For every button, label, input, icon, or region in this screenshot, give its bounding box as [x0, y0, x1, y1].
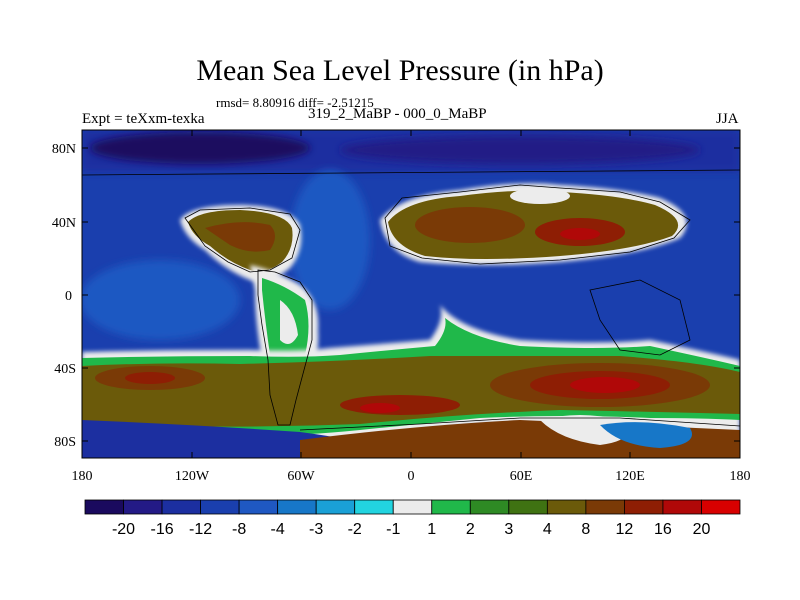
lon-tick-label: 180 — [72, 469, 93, 484]
lon-tick-label: 120W — [175, 469, 210, 484]
pressure-field — [82, 130, 740, 458]
colorbar-label: -4 — [271, 521, 285, 538]
north-west-high — [180, 205, 302, 282]
season-label: JJA — [716, 111, 739, 127]
colorbar-label: 8 — [581, 521, 590, 538]
colorbar-swatch — [546, 499, 587, 515]
stats-label: rmsd= 8.80916 diff= -2.51215 — [216, 95, 374, 110]
colorbar-swatch — [200, 499, 240, 515]
colorbar-swatch — [392, 499, 433, 515]
colorbar-swatch — [84, 499, 124, 515]
colorbar-label: 3 — [504, 521, 513, 538]
atlantic-band — [290, 170, 370, 310]
colorbar-label: 20 — [693, 521, 711, 538]
lat-tick-label: 40S — [54, 362, 76, 377]
colorbar-label: -12 — [189, 521, 212, 538]
eurasia-high — [380, 183, 687, 265]
colorbar-label: -8 — [232, 521, 246, 538]
arctic-deep-low — [90, 132, 310, 164]
colorbar-swatch — [315, 499, 356, 515]
colorbar-label: 12 — [616, 521, 634, 538]
lat-tick-label: 0 — [65, 289, 72, 304]
lon-tick-label: 60W — [287, 469, 315, 484]
colorbar-swatch — [161, 499, 201, 515]
lat-axis: 80N 40N 0 40S 80S — [52, 142, 740, 450]
coastlines — [82, 169, 740, 431]
colorbar-label: -20 — [112, 521, 135, 538]
colorbar-swatch — [469, 499, 510, 515]
colorbar-label: 4 — [543, 521, 552, 538]
colorbar-swatch — [354, 499, 394, 515]
colorbar-swatch — [238, 499, 279, 515]
colorbar-swatch — [431, 499, 471, 515]
lon-tick-label: 180 — [730, 469, 751, 484]
colorbar-label: -3 — [309, 521, 323, 538]
colorbar-swatch — [701, 499, 741, 515]
colorbar-label: -1 — [386, 521, 400, 538]
lon-axis: 180 120W 60W 0 60E 120E 180 — [72, 130, 751, 484]
southern-high-band — [82, 305, 740, 442]
lon-tick-label: 120E — [615, 469, 645, 484]
colorbar-label: -2 — [348, 521, 362, 538]
arctic-low-east — [340, 136, 700, 164]
colorbar-swatch — [624, 499, 664, 515]
colorbar-swatch — [277, 499, 317, 515]
comparison-label: 319_2_MaBP - 000_0_MaBP — [308, 106, 487, 122]
pacific-band — [82, 260, 240, 340]
lat-tick-label: 80N — [52, 142, 76, 157]
lon-tick-label: 60E — [510, 469, 533, 484]
colorbar-label: 16 — [654, 521, 672, 538]
experiment-label: Expt = teXxm-texka — [82, 111, 205, 127]
colorbar-swatch — [508, 499, 548, 515]
colorbar: -20 -16 -12 -8 -4 -3 -2 -1 1 2 3 4 8 12 16 20 — [84, 499, 741, 538]
page-title: Mean Sea Level Pressure (in hPa) — [196, 54, 604, 87]
colorbar-swatch — [662, 499, 702, 515]
colorbar-label: 1 — [427, 521, 436, 538]
colorbar-swatch — [585, 499, 625, 515]
lat-tick-label: 40N — [52, 216, 76, 231]
antarctic-region — [82, 415, 740, 458]
colorbar-swatch — [123, 499, 163, 515]
colorbar-label: 2 — [466, 521, 475, 538]
colorbar-label: -16 — [150, 521, 173, 538]
lon-tick-label: 0 — [408, 469, 415, 484]
lat-tick-label: 80S — [54, 435, 76, 450]
